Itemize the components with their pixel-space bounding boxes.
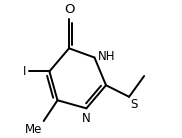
Text: Me: Me <box>25 123 42 136</box>
Text: N: N <box>82 112 91 125</box>
Text: NH: NH <box>98 50 115 63</box>
Text: S: S <box>130 98 138 111</box>
Text: I: I <box>23 65 26 78</box>
Text: O: O <box>64 3 74 16</box>
